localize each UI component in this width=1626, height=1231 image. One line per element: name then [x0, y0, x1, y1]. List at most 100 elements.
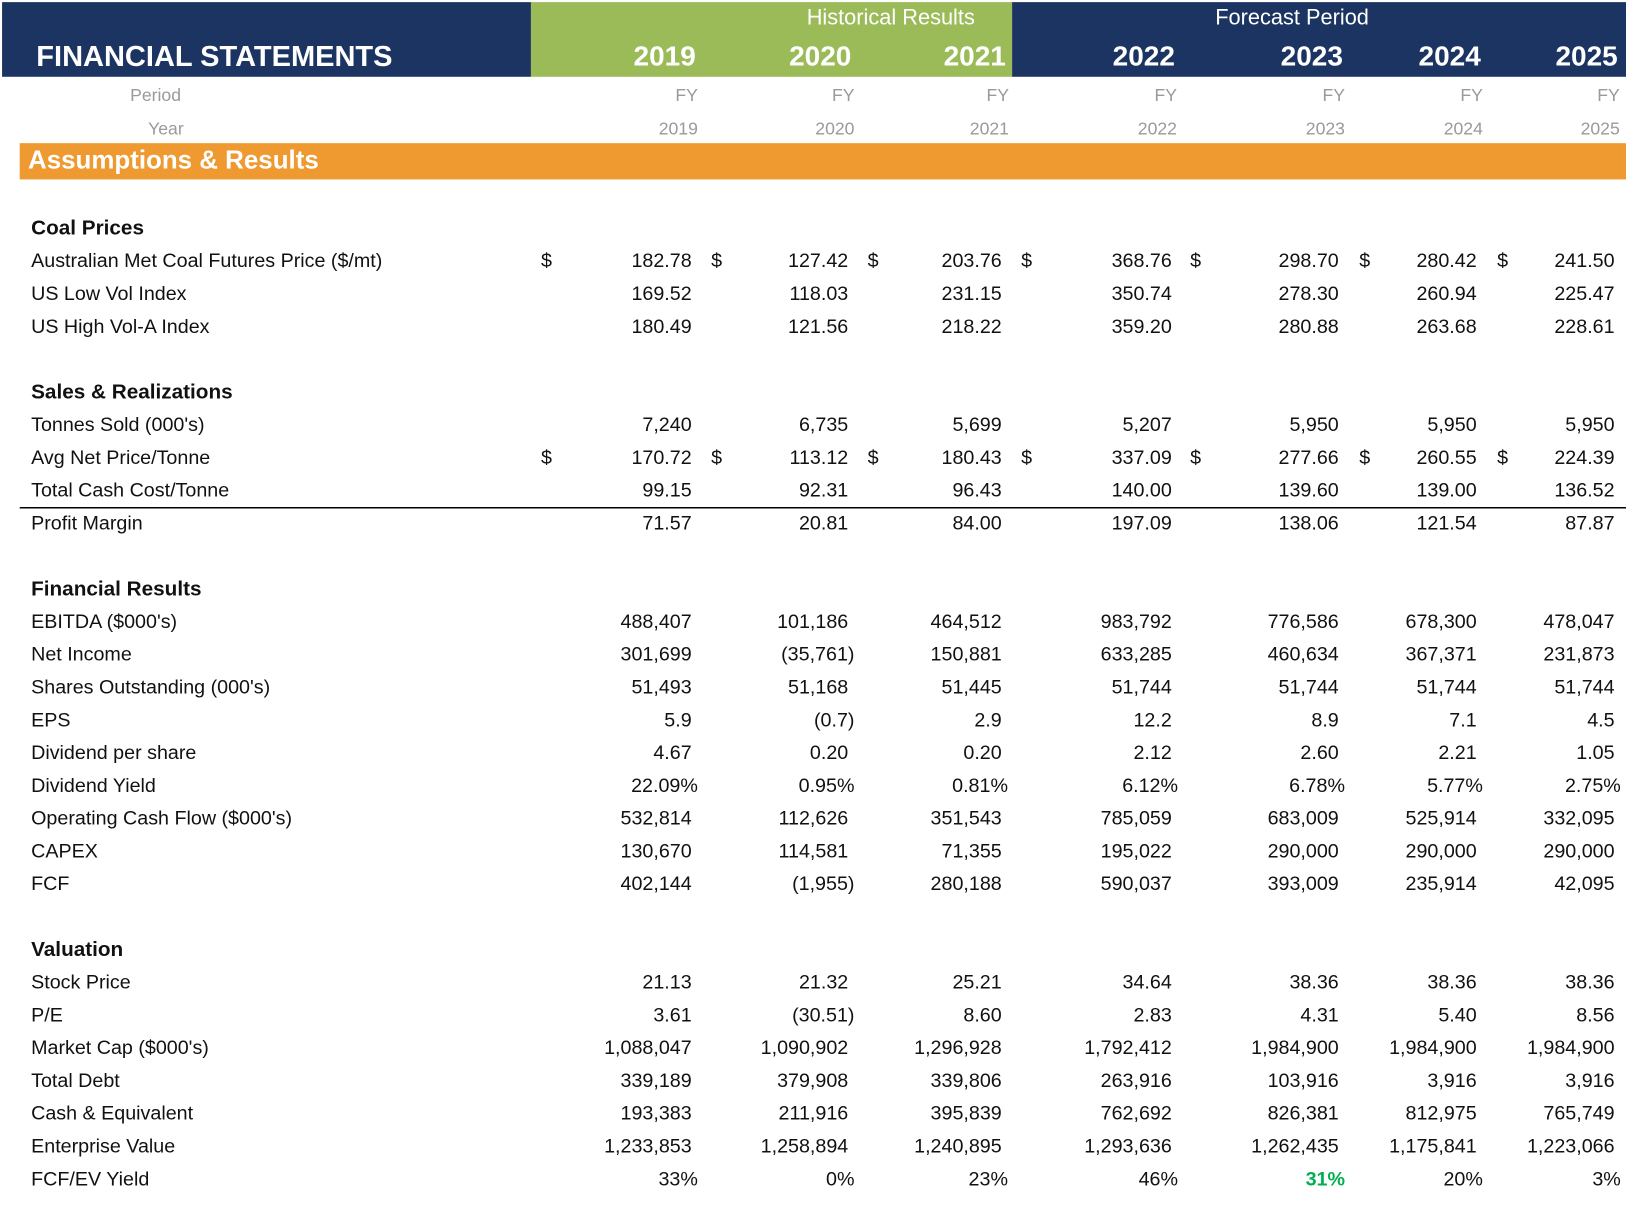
value-cell: 87.87 [1565, 513, 1614, 535]
value-cell: 280.42 [1416, 250, 1476, 272]
value-cell: 138.06 [1279, 513, 1339, 535]
value-cell: 525,914 [1406, 808, 1477, 830]
value-cell: 169.52 [631, 283, 691, 305]
currency-sign: $ [541, 250, 552, 272]
value-cell: 38.36 [1289, 972, 1338, 994]
row-label: FCF/EV Yield [31, 1168, 149, 1190]
value-cell: 1,984,900 [1527, 1037, 1615, 1059]
currency-sign: $ [1190, 250, 1201, 272]
value-cell: 762,692 [1101, 1103, 1172, 1125]
value-cell: 51,744 [1554, 676, 1614, 698]
value-cell: 114,581 [779, 840, 849, 862]
value-cell: 121.56 [788, 316, 848, 338]
value-cell: 367,371 [1406, 644, 1477, 666]
value-cell: 112,626 [779, 808, 849, 830]
value-cell: 113.12 [789, 447, 848, 469]
row-label: US High Vol-A Index [31, 316, 210, 338]
value-cell: 678,300 [1406, 611, 1477, 633]
value-cell: 33% [658, 1168, 697, 1190]
value-cell: 127.42 [788, 250, 848, 272]
row-label: Cash & Equivalent [31, 1103, 194, 1125]
value-cell: 2.9 [974, 709, 1001, 731]
value-cell: 263,916 [1101, 1070, 1172, 1092]
currency-sign: $ [711, 447, 722, 469]
year-header: 2022 [1113, 41, 1175, 72]
value-cell: 8.56 [1576, 1004, 1614, 1026]
value-cell: 8.9 [1311, 709, 1338, 731]
value-cell: 0.20 [963, 742, 1001, 764]
header-title-band [2, 2, 531, 77]
row-label: US Low Vol Index [31, 283, 187, 305]
value-cell: 71.57 [642, 513, 691, 535]
value-cell: 633,285 [1101, 644, 1172, 666]
value-cell: 20% [1443, 1168, 1482, 1190]
row-label: Australian Met Coal Futures Price ($/mt) [31, 250, 382, 272]
row-label: Operating Cash Flow ($000's) [31, 808, 292, 830]
value-cell: 25.21 [952, 972, 1001, 994]
value-cell: 99.15 [642, 480, 691, 502]
row-label: Market Cap ($000's) [31, 1037, 209, 1059]
period-cell: FY [1597, 85, 1620, 105]
value-cell: 235,914 [1406, 873, 1477, 895]
value-cell: 21.32 [799, 972, 848, 994]
value-cell: 1,293,636 [1084, 1136, 1172, 1158]
value-cell: 51,445 [942, 676, 1002, 698]
value-cell: 21.13 [642, 972, 691, 994]
value-cell: 224.39 [1554, 447, 1614, 469]
year-cell: 2023 [1306, 118, 1345, 138]
value-cell: 337.09 [1112, 447, 1172, 469]
row-label: Net Income [31, 644, 132, 666]
value-cell: 225.47 [1554, 283, 1614, 305]
value-cell: 460,634 [1268, 644, 1339, 666]
value-cell: 590,037 [1101, 873, 1172, 895]
value-cell: 4.31 [1300, 1004, 1338, 1026]
period-cell: FY [1460, 85, 1483, 105]
row-label: Dividend Yield [31, 775, 156, 797]
value-cell: 5,699 [952, 414, 1001, 436]
value-cell: 5.40 [1438, 1004, 1476, 1026]
value-cell: 1,175,841 [1389, 1136, 1477, 1158]
row-label: Profit Margin [31, 513, 143, 535]
year-cell: 2019 [659, 118, 698, 138]
value-cell: 776,586 [1268, 611, 1339, 633]
value-cell: 3,916 [1565, 1070, 1614, 1092]
value-cell: 1,090,902 [761, 1037, 849, 1059]
currency-sign: $ [541, 447, 552, 469]
value-cell: 38.36 [1427, 972, 1476, 994]
value-cell: 4.67 [653, 742, 691, 764]
row-label: Stock Price [31, 972, 131, 994]
value-cell: 140.00 [1112, 480, 1172, 502]
value-cell: 393,009 [1268, 873, 1339, 895]
period-cell: FY [1322, 85, 1345, 105]
year-header: 2025 [1555, 41, 1617, 72]
value-cell: 277.66 [1279, 447, 1339, 469]
value-cell: 2.75% [1565, 775, 1621, 797]
value-cell: 241.50 [1554, 250, 1614, 272]
value-cell: 290,000 [1406, 840, 1477, 862]
period-cell: FY [832, 85, 855, 105]
row-label: Dividend per share [31, 742, 196, 764]
year-cell: 2022 [1138, 118, 1177, 138]
value-cell: 150,881 [931, 644, 1002, 666]
value-cell: 228.61 [1554, 316, 1614, 338]
value-cell: 368.76 [1112, 250, 1172, 272]
year-header: 2024 [1419, 41, 1482, 72]
value-cell: 2.60 [1300, 742, 1338, 764]
value-cell: 1,258,894 [761, 1136, 849, 1158]
currency-sign: $ [1021, 447, 1032, 469]
value-cell: 170.72 [631, 447, 691, 469]
value-cell: 1,223,066 [1527, 1136, 1615, 1158]
value-cell: (1,955) [792, 873, 854, 895]
value-cell: 1,792,412 [1084, 1037, 1172, 1059]
row-label: Tonnes Sold (000's) [31, 414, 204, 436]
period-cell: FY [675, 85, 698, 105]
currency-sign: $ [1497, 250, 1508, 272]
value-cell: 231.15 [942, 283, 1002, 305]
value-cell: 379,908 [777, 1070, 848, 1092]
row-label: Period [130, 85, 181, 105]
row-label: Total Debt [31, 1070, 120, 1092]
value-cell: 103,916 [1268, 1070, 1339, 1092]
value-cell: 203.76 [942, 250, 1002, 272]
group-label: Forecast Period [1215, 4, 1369, 29]
value-cell: 96.43 [952, 480, 1001, 502]
